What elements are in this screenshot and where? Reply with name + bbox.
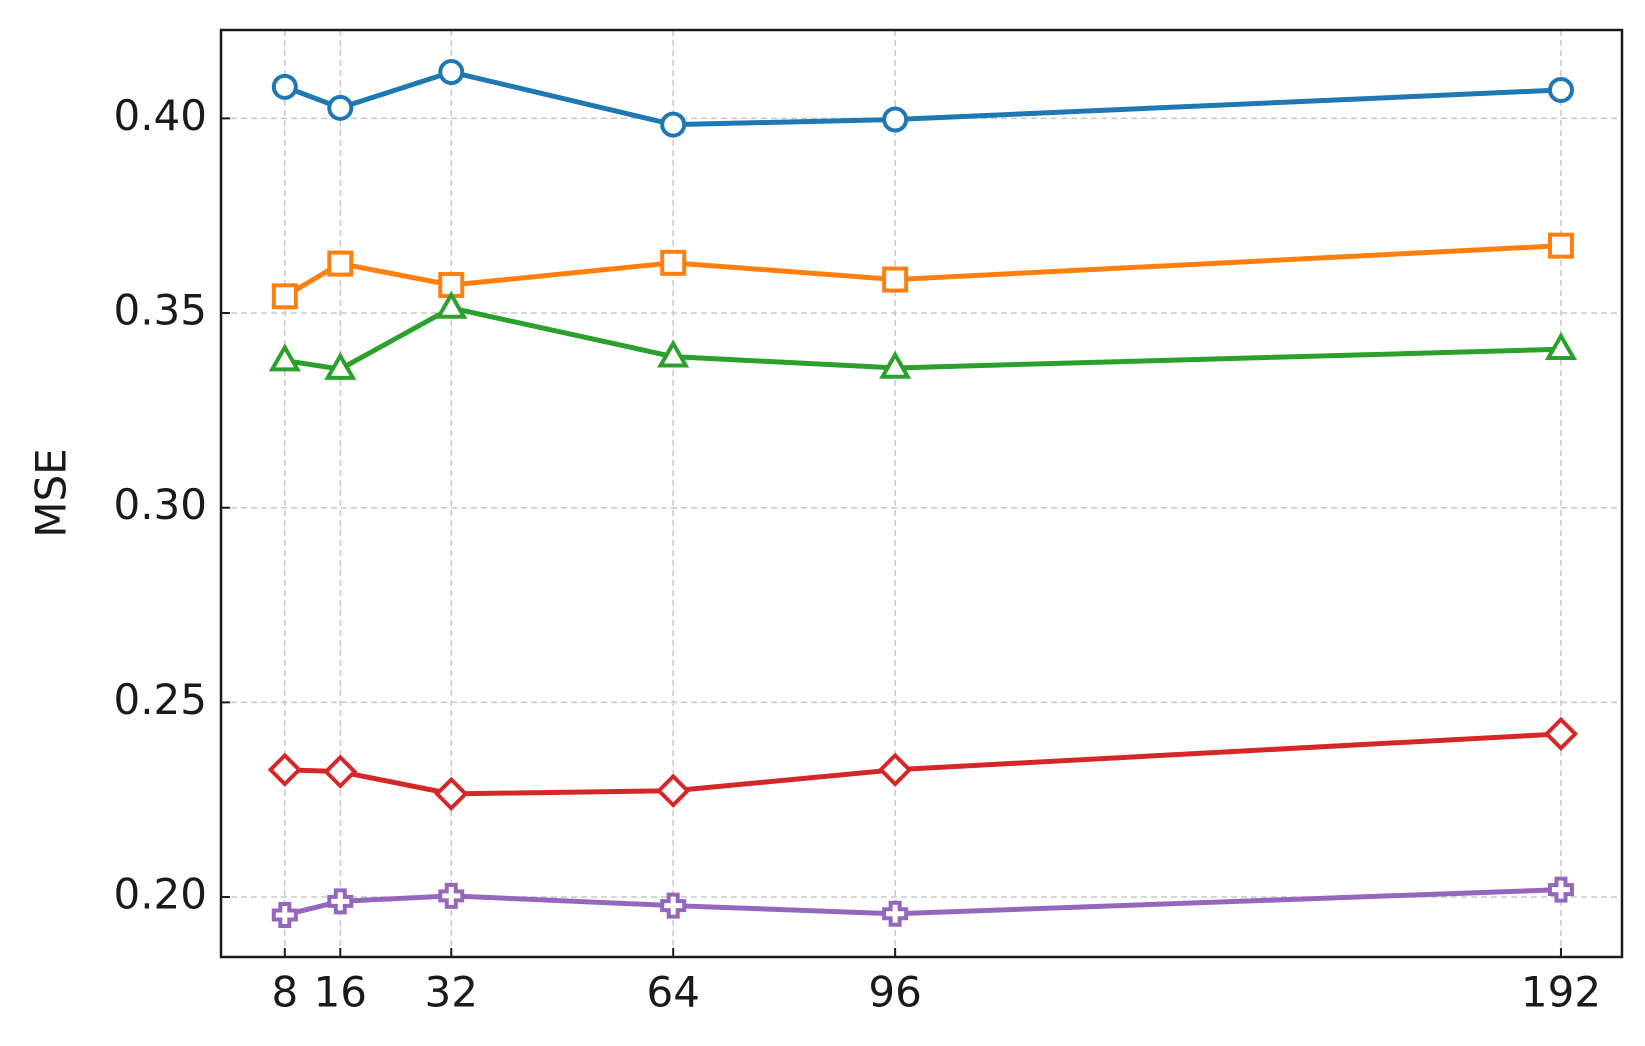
x-tick-label: 64: [646, 968, 699, 1017]
x-tick-label: 32: [425, 968, 478, 1017]
y-tick-label: 0.25: [113, 675, 207, 724]
marker: [656, 773, 691, 808]
marker: [1547, 876, 1574, 903]
marker: [1547, 76, 1574, 103]
marker: [657, 339, 690, 368]
x-tick-label: 8: [271, 968, 298, 1017]
marker: [1544, 332, 1578, 361]
x-tick-label: 96: [868, 968, 921, 1017]
x-tick-label: 192: [1521, 968, 1601, 1017]
series-line: [283, 69, 1562, 128]
series-line: [284, 731, 1562, 797]
x-tick-label: 16: [314, 968, 367, 1017]
marker: [1543, 716, 1579, 752]
marker: [660, 111, 687, 138]
marker: [438, 882, 465, 909]
series-line: [284, 305, 1562, 372]
marker: [660, 892, 687, 919]
marker: [434, 776, 469, 811]
marker: [271, 283, 298, 310]
y-tick-label: 0.35: [113, 286, 207, 335]
marker: [435, 290, 468, 319]
marker: [271, 73, 298, 100]
marker: [267, 752, 302, 787]
marker: [879, 350, 912, 379]
marker: [323, 754, 358, 789]
marker: [660, 249, 687, 276]
marker: [882, 266, 909, 293]
marker: [327, 94, 354, 121]
y-axis-label: MSE: [27, 448, 76, 537]
marker: [878, 752, 913, 787]
y-tick-label: 0.20: [113, 870, 207, 919]
series-line: [283, 243, 1562, 299]
marker: [324, 351, 357, 380]
y-tick-label: 0.30: [113, 480, 207, 529]
marker: [327, 250, 354, 277]
marker: [268, 343, 301, 372]
marker: [438, 59, 465, 86]
marker: [882, 106, 909, 133]
marker: [327, 888, 354, 915]
marker: [882, 900, 909, 927]
series-line: [284, 887, 1562, 918]
marker: [271, 901, 298, 928]
marker: [1547, 232, 1574, 259]
plot-frame: [219, 28, 1624, 959]
y-tick-label: 0.40: [113, 91, 207, 140]
